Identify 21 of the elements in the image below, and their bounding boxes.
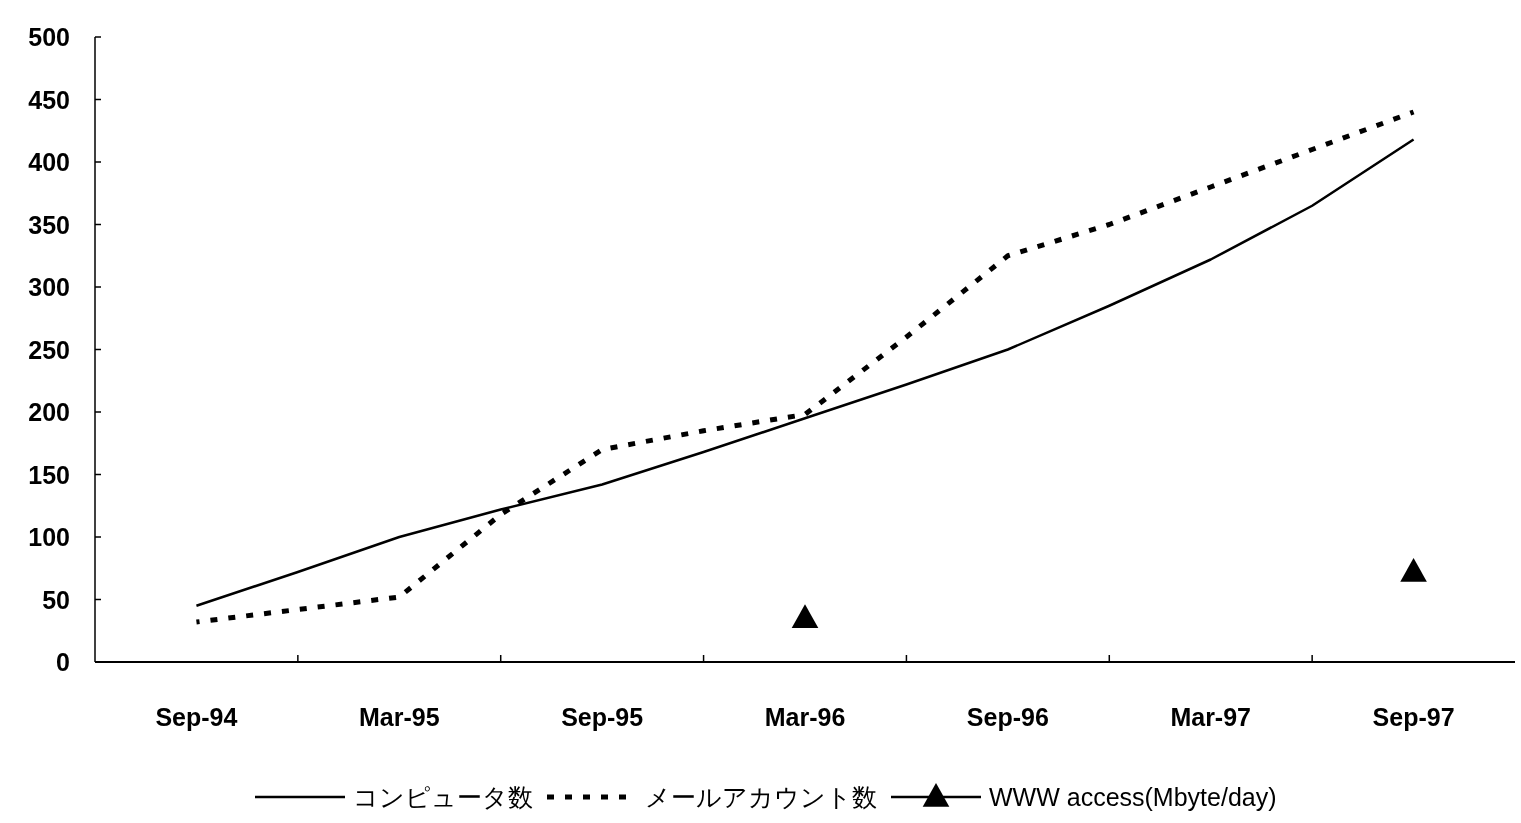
y-tick-label: 200 xyxy=(28,398,70,426)
y-tick-label: 150 xyxy=(28,460,70,489)
y-tick-label: 300 xyxy=(28,273,70,301)
y-tick-label: 100 xyxy=(28,523,70,551)
x-tick-label: Sep-96 xyxy=(966,703,1049,731)
y-tick-label: 400 xyxy=(28,148,70,176)
y-tick-label: 500 xyxy=(28,23,70,51)
x-tick-label: Mar-95 xyxy=(358,703,440,731)
legend-label: WWW access(Mbyte/day) xyxy=(989,783,1277,811)
y-tick-label: 350 xyxy=(28,210,70,239)
y-tick-label: 250 xyxy=(28,335,70,364)
y-tick-label: 50 xyxy=(42,585,70,614)
y-tick-label: 0 xyxy=(56,648,70,676)
x-tick-label: Mar-97 xyxy=(1170,703,1252,731)
x-tick-label: Mar-96 xyxy=(764,703,846,731)
legend-label: コンピュータ数 xyxy=(353,783,533,811)
y-tick-label: 450 xyxy=(28,85,70,114)
x-tick-label: Sep-97 xyxy=(1372,703,1455,731)
x-tick-label: Sep-94 xyxy=(155,703,238,731)
legend-label: メールアカウント数 xyxy=(645,783,877,811)
x-tick-label: Sep-95 xyxy=(561,703,644,731)
